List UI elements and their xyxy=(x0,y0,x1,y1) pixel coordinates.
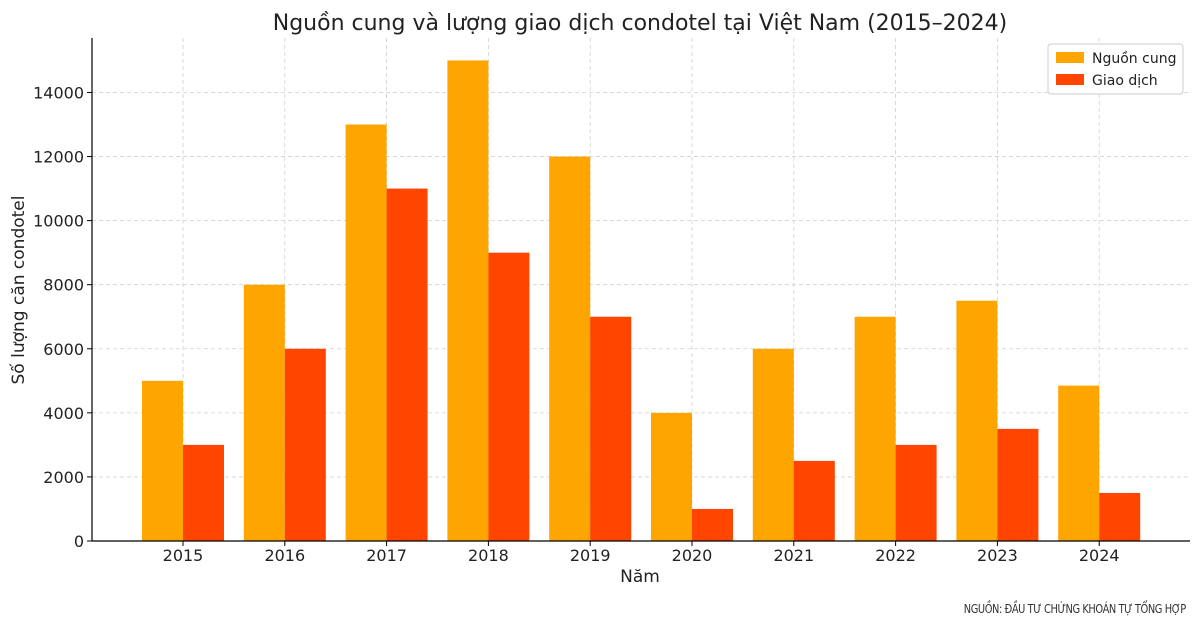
x-tick-label: 2019 xyxy=(570,546,611,565)
y-tick-label: 4000 xyxy=(43,404,84,423)
y-tick-label: 2000 xyxy=(43,468,84,487)
chart-title: Nguồn cung và lượng giao dịch condotel t… xyxy=(273,11,1007,36)
bar-transactions-2023 xyxy=(997,428,1039,541)
bar-supply-2017 xyxy=(345,124,387,542)
x-tick-label: 2015 xyxy=(163,546,204,565)
legend-label: Giao dịch xyxy=(1092,73,1158,89)
bar-transactions-2020 xyxy=(692,508,733,541)
bar-transactions-2015 xyxy=(183,444,224,541)
bar-supply-2016 xyxy=(243,284,285,541)
bar-transactions-2021 xyxy=(793,460,835,541)
legend-swatch xyxy=(1056,52,1084,63)
x-tick-label: 2022 xyxy=(875,546,916,565)
y-tick-label: 14000 xyxy=(33,83,84,102)
y-tick-label: 6000 xyxy=(43,340,84,359)
x-ticks: 2015 2016 2017 2018 2019 2020 2021 2022 2023 2024 xyxy=(163,541,1120,565)
x-tick-label: 2016 xyxy=(264,546,305,565)
x-tick-label: 2021 xyxy=(773,546,814,565)
y-tick-label: 0 xyxy=(74,532,84,551)
x-tick-label: 2017 xyxy=(366,546,407,565)
axes xyxy=(91,38,1190,542)
y-axis-label: Số lượng căn condotel xyxy=(8,196,29,385)
y-tick-label: 10000 xyxy=(33,212,84,231)
legend-label: Nguồn cung xyxy=(1092,50,1176,67)
x-tick-label: 2018 xyxy=(468,546,509,565)
y-tick-label: 12000 xyxy=(33,148,84,167)
bar-supply-2015 xyxy=(142,380,183,541)
bar-transactions-2016 xyxy=(284,348,326,541)
bar-supply-2023 xyxy=(956,300,998,541)
legend-swatch xyxy=(1056,74,1084,85)
bar-supply-2021 xyxy=(752,348,794,541)
source-note: NGUỒN: ĐẦU TƯ CHỨNG KHOÁN TỰ TỔNG HỢP xyxy=(963,602,1186,616)
bar-transactions-2024 xyxy=(1099,492,1141,541)
bar-supply-2022 xyxy=(854,316,896,541)
bar-transactions-2019 xyxy=(590,316,632,541)
x-axis-label: Năm xyxy=(620,567,660,587)
bar-transactions-2022 xyxy=(895,444,937,541)
legend: Nguồn cung Giao dịch xyxy=(1047,43,1184,95)
x-tick-label: 2023 xyxy=(977,546,1018,565)
bars xyxy=(142,60,1141,542)
y-ticks: 0 2000 4000 6000 8000 10000 12000 14000 xyxy=(33,83,92,551)
bar-supply-2020 xyxy=(651,412,692,541)
bar-transactions-2018 xyxy=(488,252,530,541)
bar-supply-2024 xyxy=(1058,385,1100,541)
x-tick-label: 2020 xyxy=(672,546,713,565)
bar-supply-2018 xyxy=(447,60,489,541)
bar-supply-2019 xyxy=(549,156,591,542)
bar-transactions-2017 xyxy=(386,188,428,541)
y-tick-label: 8000 xyxy=(43,276,84,295)
x-tick-label: 2024 xyxy=(1079,546,1120,565)
